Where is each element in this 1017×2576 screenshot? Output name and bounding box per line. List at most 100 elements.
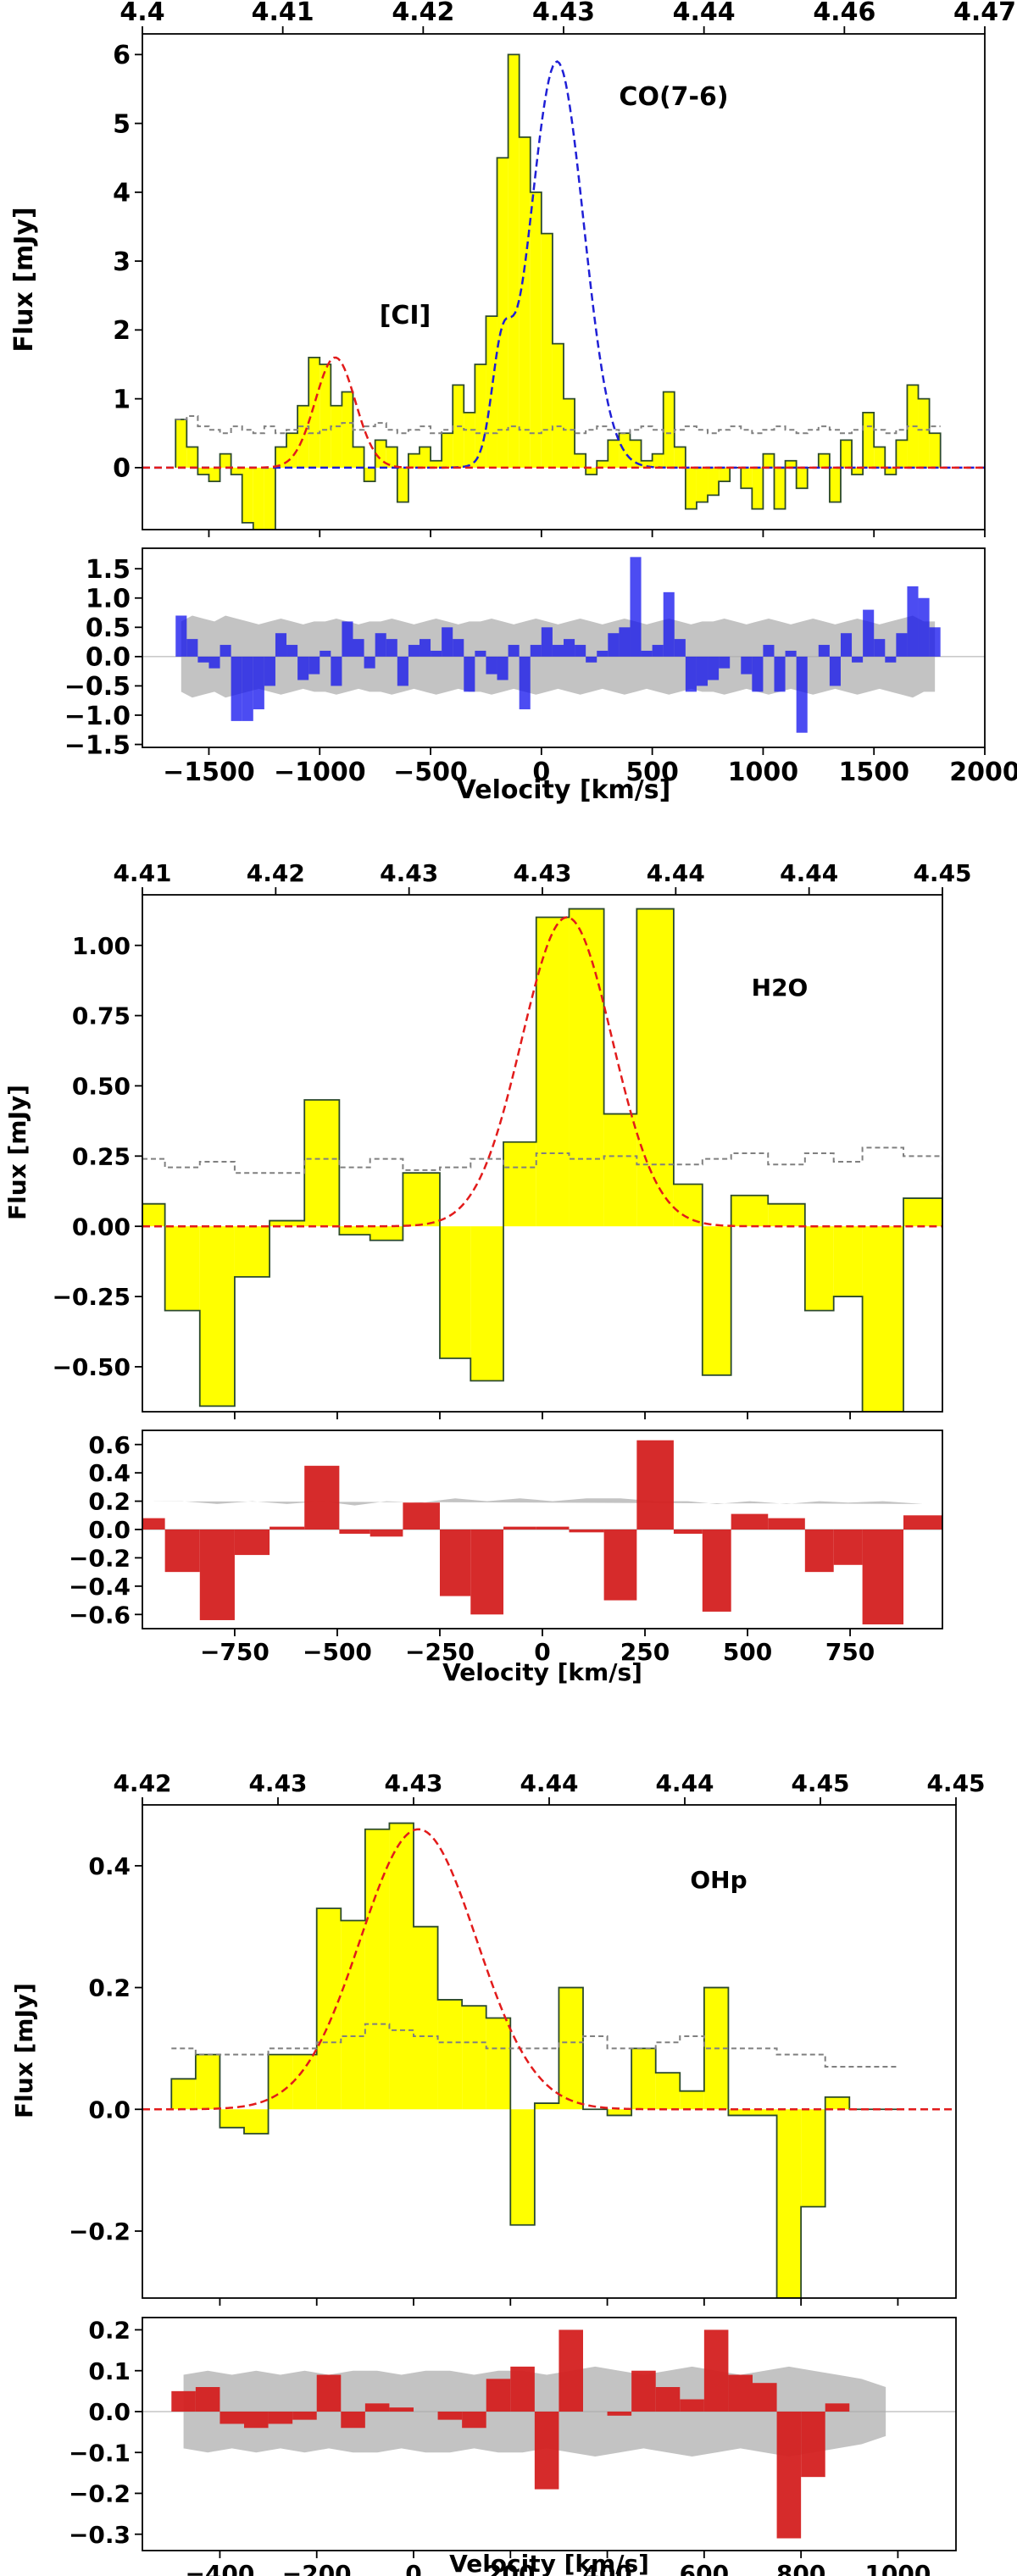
flux-bar bbox=[768, 1203, 805, 1227]
x-tick-label: 1500 bbox=[838, 758, 909, 787]
x-tick-label: 0 bbox=[405, 2560, 421, 2576]
flux-bar bbox=[752, 467, 764, 509]
y-tick-label: 0.0 bbox=[88, 2096, 131, 2124]
residual-bar bbox=[874, 639, 886, 657]
panel-co76-ci: 0 1 2 3 4 5 6 4.4 4.41 4.42 4.43 4.44 4.46 4.47 Flux [… bbox=[9, 0, 1017, 805]
residual-bar bbox=[929, 627, 941, 657]
top-tick-label: 4.4 bbox=[119, 0, 164, 27]
flux-bar bbox=[833, 1226, 863, 1297]
flux-bar bbox=[304, 1100, 340, 1227]
flux-bar bbox=[840, 440, 853, 468]
flux-bar bbox=[386, 447, 397, 468]
residual-y-tick-label: 0.0 bbox=[88, 1516, 131, 1544]
line-annotation: CO(7-6) bbox=[619, 82, 728, 112]
flux-bar bbox=[242, 467, 253, 523]
flux-bar bbox=[796, 467, 808, 489]
x-tick-label: 1000 bbox=[864, 2560, 931, 2576]
flux-bar bbox=[536, 917, 570, 1227]
top-tick-label: 4.44 bbox=[655, 1769, 714, 1797]
x-axis-label: Velocity [km/s] bbox=[457, 775, 671, 805]
flux-bar bbox=[253, 467, 264, 530]
y-tick-label: 6 bbox=[113, 41, 131, 70]
flux-bar bbox=[874, 447, 886, 468]
flux-bar bbox=[652, 453, 664, 468]
flux-bar bbox=[462, 2006, 486, 2110]
spectrum-plot-area bbox=[142, 1822, 956, 2298]
flux-bar bbox=[264, 467, 275, 530]
flux-bar bbox=[171, 2079, 196, 2110]
top-tick-label: 4.44 bbox=[673, 0, 736, 27]
residual-bar bbox=[702, 1530, 731, 1612]
residual-bar bbox=[403, 1502, 440, 1530]
top-tick-label: 4.41 bbox=[252, 0, 314, 27]
flux-bar bbox=[142, 1203, 165, 1227]
residual-y-tick-label: −0.2 bbox=[69, 1545, 131, 1573]
residual-bar bbox=[652, 645, 664, 657]
flux-bar bbox=[631, 2048, 656, 2110]
y-tick-label: −0.2 bbox=[69, 2218, 131, 2246]
y-tick-label: 0.00 bbox=[72, 1213, 131, 1241]
flux-bar bbox=[863, 412, 875, 468]
flux-bar bbox=[341, 1920, 365, 2110]
top-tick-label: 4.43 bbox=[532, 0, 595, 27]
residual-bar bbox=[297, 656, 309, 680]
residual-bar bbox=[918, 597, 930, 657]
residual-bar bbox=[801, 2411, 825, 2478]
x-tick-label: 600 bbox=[680, 2560, 729, 2576]
flux-step-outline bbox=[170, 1822, 898, 2298]
panel-ohp: −0.2 0.0 0.2 0.4 4.42 4.43 4.43 4.44 4.44 4.45 4.4… bbox=[10, 1769, 986, 2576]
top-tick-label: 4.45 bbox=[926, 1769, 985, 1797]
x-tick-label: −500 bbox=[393, 758, 468, 787]
flux-bar bbox=[519, 136, 531, 468]
residual-bar bbox=[304, 1465, 340, 1530]
x-tick-label: 500 bbox=[723, 1638, 772, 1666]
flux-bar bbox=[530, 192, 542, 468]
flux-bar bbox=[741, 467, 753, 489]
flux-bar bbox=[903, 1198, 942, 1227]
spectrum-plot-area bbox=[142, 908, 942, 1412]
residual-bar bbox=[603, 1530, 637, 1601]
flux-bar bbox=[586, 467, 597, 475]
residual-bar bbox=[597, 650, 609, 657]
residual-y-tick-label: 0.2 bbox=[88, 1488, 131, 1516]
x-tick-label: −500 bbox=[303, 1638, 372, 1666]
y-tick-label: 0.2 bbox=[88, 1974, 131, 2002]
y-tick-label: 0.75 bbox=[72, 1002, 131, 1030]
flux-step-outline bbox=[142, 908, 942, 1412]
y-tick-label: 3 bbox=[113, 247, 131, 277]
residual-bar bbox=[389, 2407, 414, 2412]
x-tick-label: 200 bbox=[486, 2560, 535, 2576]
flux-bar bbox=[270, 1220, 305, 1227]
flux-bar bbox=[663, 391, 675, 468]
residual-y-tick-label: −1.5 bbox=[64, 730, 131, 760]
flux-bar bbox=[364, 467, 375, 482]
residual-y-tick-label: −1.0 bbox=[64, 702, 131, 731]
x-tick-label: −400 bbox=[185, 2560, 254, 2576]
residual-y-tick-label: 0.0 bbox=[88, 2398, 131, 2426]
flux-bar bbox=[208, 467, 220, 482]
flux-bar bbox=[696, 467, 709, 502]
residual-bar bbox=[825, 2403, 850, 2412]
top-tick-label: 4.43 bbox=[248, 1769, 307, 1797]
top-tick-label: 4.43 bbox=[384, 1769, 442, 1797]
noise-step-line bbox=[175, 414, 941, 435]
residual-bar bbox=[419, 639, 431, 657]
flux-bar bbox=[268, 2054, 293, 2110]
flux-bar bbox=[186, 447, 198, 468]
residual-bar bbox=[774, 656, 786, 692]
residual-bar bbox=[486, 656, 497, 675]
line-annotation: [CI] bbox=[380, 301, 431, 330]
y-axis-label: Flux [mJy] bbox=[9, 207, 39, 352]
gaussian-fit-line bbox=[142, 356, 985, 469]
residual-bar bbox=[696, 656, 709, 686]
flux-bar bbox=[630, 440, 642, 468]
residual-bar bbox=[829, 656, 841, 686]
residual-bar bbox=[208, 656, 220, 669]
residual-bar bbox=[818, 645, 830, 657]
flux-bar bbox=[918, 398, 930, 468]
residual-bar bbox=[364, 2403, 390, 2412]
residual-bar bbox=[292, 2411, 317, 2420]
flux-bar bbox=[552, 343, 564, 468]
residual-bar bbox=[386, 639, 397, 657]
residual-bar bbox=[530, 645, 542, 657]
